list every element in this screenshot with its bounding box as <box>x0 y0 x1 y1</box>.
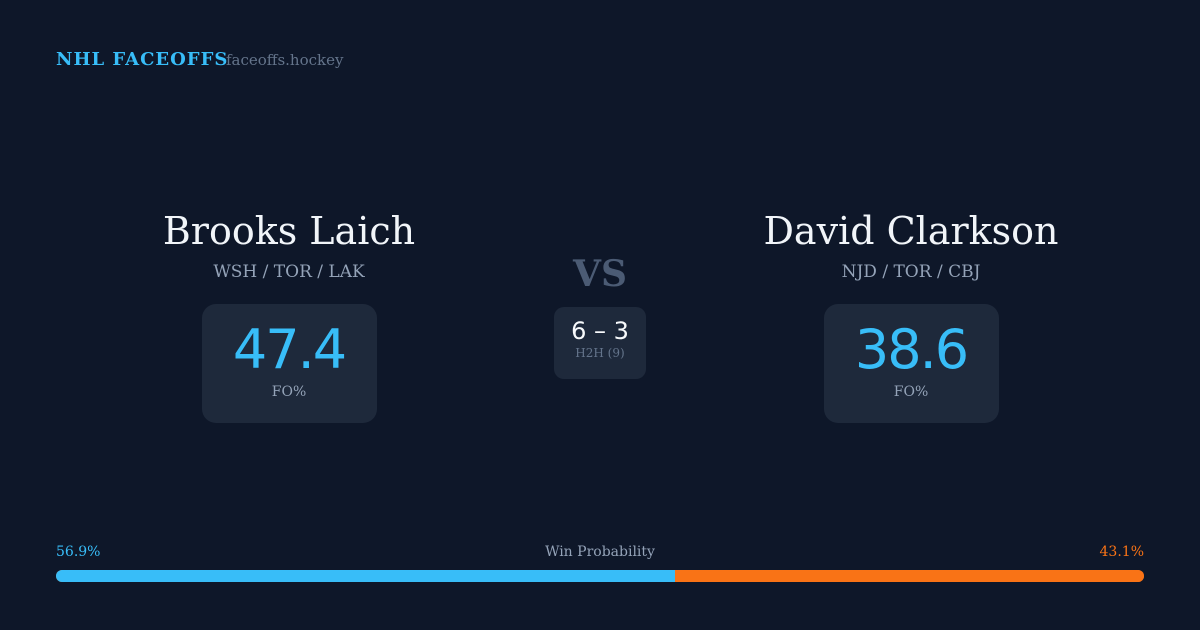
vs-label: VS <box>573 253 627 295</box>
win-prob-bar-left <box>56 570 676 582</box>
site-link[interactable]: faceoffs.hockey <box>226 51 344 69</box>
faceoff-pct: 47.4 <box>232 318 347 381</box>
faceoff-label: FO% <box>893 384 929 400</box>
faceoff-card: 47.4 FO% <box>201 304 377 423</box>
win-prob-bar-right <box>675 570 1144 582</box>
win-prob-left: 56.9% <box>56 544 101 560</box>
player-teams: NJD / TOR / CBJ <box>841 262 981 282</box>
player-left: Brooks Laich WSH / TOR / LAK 47.4 FO% <box>79 206 499 423</box>
win-prob-bar <box>56 570 1144 582</box>
faceoff-card: 38.6 FO% <box>823 304 999 423</box>
win-prob-label: Win Probability <box>545 544 655 560</box>
player-teams: WSH / TOR / LAK <box>213 262 365 282</box>
brand-title: NHL FACEOFFS <box>56 49 229 70</box>
player-name: David Clarkson <box>763 209 1059 253</box>
faceoff-pct: 38.6 <box>854 318 969 381</box>
faceoff-label: FO% <box>271 384 307 400</box>
player-name: Brooks Laich <box>162 209 416 253</box>
h2h-score: 6 – 3 <box>571 317 629 345</box>
win-prob-right: 43.1% <box>1099 544 1144 560</box>
h2h-caption: H2H (9) <box>575 346 625 360</box>
player-right: David Clarkson NJD / TOR / CBJ 38.6 FO% <box>701 206 1121 423</box>
h2h-card: 6 – 3 H2H (9) <box>554 307 646 379</box>
